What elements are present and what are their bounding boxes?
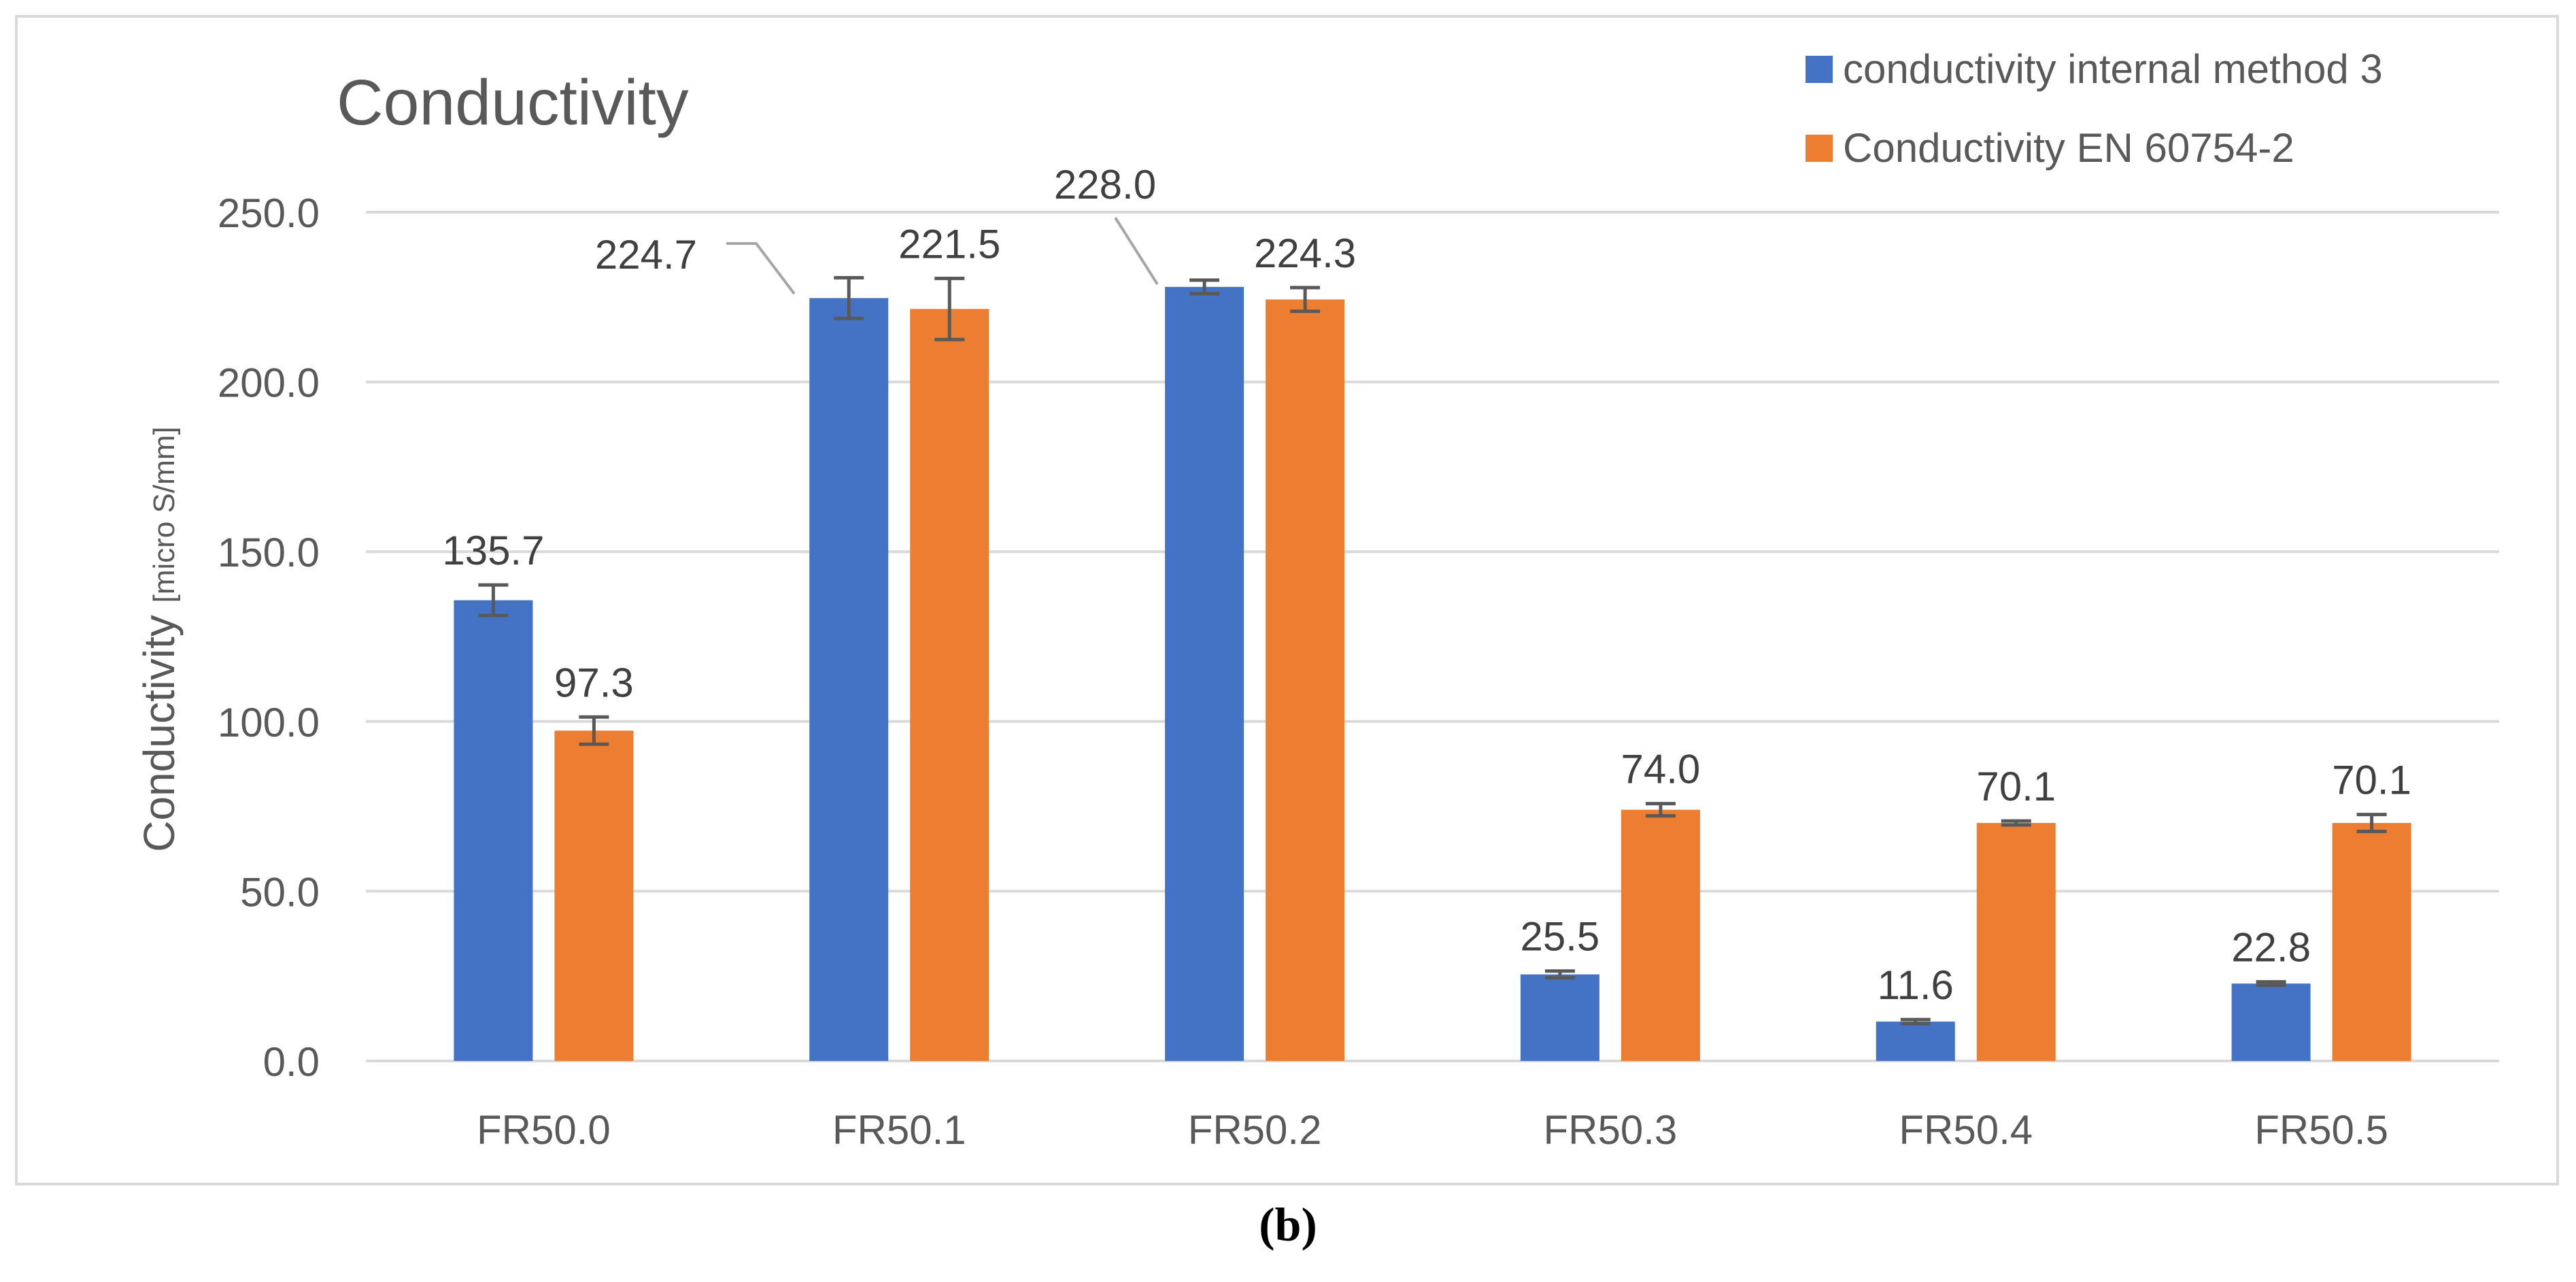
y-tick-label: 250.0 [218,190,320,236]
y-tick-label: 200.0 [218,360,320,406]
data-label: 228.0 [1054,162,1156,207]
y-tick-label: 150.0 [218,530,320,575]
y-tick-label: 0.0 [263,1039,320,1085]
bar-internal-method-3-FR50.0 [454,600,533,1061]
data-label: 224.3 [1254,231,1356,276]
data-labels: 135.7 97.3 224.7 221.5 228.0 224.3 25.5 74.0 11.… [442,162,2411,1008]
legend: conductivity internal method 3 Conductivi… [1806,46,2383,171]
error-bar [1544,969,1575,980]
legend-swatch [1806,135,1833,162]
error-bar [1290,286,1321,314]
leader-line [726,242,796,295]
error-bar [579,715,609,746]
error-bars [478,275,2387,1026]
x-tick-label: FR50.1 [832,1107,966,1153]
data-label: 70.1 [1976,764,2056,809]
error-bar [934,276,965,341]
bar-en-60754-2-FR50.0 [554,730,634,1061]
bar-internal-method-3-FR50.5 [2231,983,2311,1061]
gridlines [366,211,2499,1062]
bar-internal-method-3-FR50.1 [809,298,889,1061]
bars [454,286,2411,1062]
error-bar [1645,802,1676,818]
bar-en-60754-2-FR50.2 [1266,299,1345,1061]
data-label: 221.5 [898,221,1000,267]
x-tick-label: FR50.0 [477,1107,611,1153]
bar-en-60754-2-FR50.5 [2332,823,2411,1061]
y-axis-ticks: 0.0 50.0 100.0 150.0 200.0 250.0 [218,190,320,1085]
data-label: 22.8 [2231,925,2311,971]
bar-en-60754-2-FR50.4 [1976,823,2056,1061]
x-tick-label: FR50.4 [1899,1107,2033,1153]
legend-swatch [1806,56,1833,83]
figure-caption: (b) [1259,1199,1317,1251]
data-label: 70.1 [2332,758,2411,803]
x-tick-label: FR50.2 [1188,1107,1322,1153]
bar-internal-method-3-FR50.4 [1876,1022,1955,1061]
label-leader-lines [726,216,1159,295]
data-label: 74.0 [1621,747,1701,792]
error-bar [2256,980,2286,988]
legend-label: Conductivity EN 60754-2 [1843,125,2294,171]
leader-line [1114,216,1159,286]
data-label: 97.3 [554,660,634,705]
data-label: 224.7 [595,232,697,277]
error-bar [1900,1017,1931,1026]
error-bar [2356,813,2387,834]
bar-en-60754-2-FR50.1 [910,309,989,1062]
bar-en-60754-2-FR50.3 [1621,809,1700,1061]
data-label: 11.6 [1878,962,1954,1008]
bar-internal-method-3-FR50.3 [1520,974,1599,1061]
chart-title: Conductivity [337,67,689,139]
y-axis-label-main: Conductivity [135,603,184,851]
legend-label: conductivity internal method 3 [1843,46,2383,92]
bar-internal-method-3-FR50.2 [1165,286,1244,1062]
error-bar [834,275,864,320]
x-axis-ticks: FR50.0 FR50.1 FR50.2 FR50.3 FR50.4 FR50.5 [477,1107,2388,1153]
error-bar [478,583,509,618]
x-tick-label: FR50.3 [1544,1107,1678,1153]
y-axis-label-unit: [micro S/mm] [148,426,181,603]
y-tick-label: 50.0 [240,869,320,915]
data-label: 135.7 [442,528,544,573]
error-bar [2001,819,2031,827]
x-tick-label: FR50.5 [2254,1107,2388,1153]
y-tick-label: 100.0 [218,700,320,745]
y-axis-label: Conductivity [micro S/mm] [135,426,184,851]
data-label: 25.5 [1521,914,1600,960]
error-bar [1189,278,1220,296]
